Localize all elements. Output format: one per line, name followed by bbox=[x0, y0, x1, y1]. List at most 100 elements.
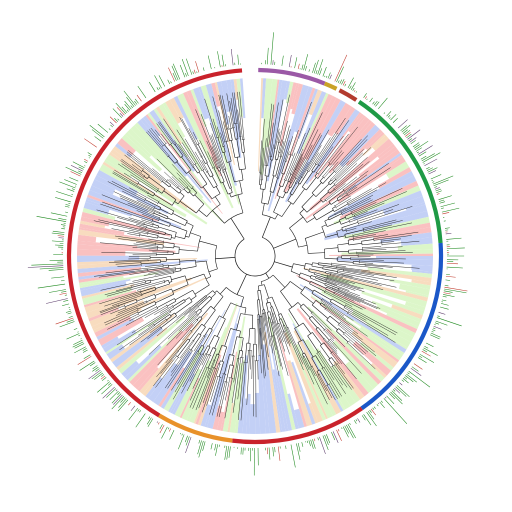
tree-internal-branch bbox=[305, 286, 314, 292]
tree-node-arc bbox=[337, 269, 339, 274]
outer-bar bbox=[324, 434, 329, 445]
tree-leaf-branch bbox=[270, 336, 280, 377]
outer-bar bbox=[46, 298, 68, 304]
tree-internal-branch bbox=[218, 361, 224, 377]
tree-leaf-branch bbox=[325, 280, 356, 291]
tree-leaf-branch bbox=[181, 142, 196, 164]
outer-bar bbox=[434, 186, 438, 188]
tree-node-arc bbox=[229, 354, 235, 356]
tree-node-arc bbox=[341, 227, 344, 232]
tree-leaf-branch bbox=[126, 153, 163, 183]
outer-bar bbox=[68, 202, 71, 204]
outer-bar bbox=[228, 446, 231, 458]
tree-leaf-branch bbox=[104, 308, 138, 324]
outer-bar bbox=[37, 283, 66, 289]
clade-band bbox=[204, 299, 243, 428]
tree-node-arc bbox=[201, 353, 205, 356]
tree-node-arc bbox=[152, 222, 154, 226]
outer-bar bbox=[137, 409, 140, 412]
tree-leaf-branch bbox=[294, 153, 303, 170]
tree-internal-branch bbox=[299, 208, 305, 214]
tree-internal-branch bbox=[231, 140, 236, 158]
outer-bar bbox=[159, 424, 165, 434]
tree-node-arc bbox=[165, 318, 168, 322]
tree-internal-branch bbox=[219, 360, 221, 365]
tree-leaf-branch bbox=[130, 281, 146, 286]
outer-bar bbox=[169, 429, 175, 440]
tree-node-arc bbox=[195, 318, 199, 322]
clade-band bbox=[360, 269, 432, 283]
tree-internal-branch bbox=[141, 262, 161, 265]
outer-bar bbox=[288, 55, 292, 68]
tree-leaf-branch bbox=[289, 130, 299, 155]
clade-band bbox=[305, 149, 401, 220]
tree-internal-branch bbox=[172, 299, 185, 307]
outer-bar bbox=[71, 188, 75, 190]
tree-leaf-branch bbox=[352, 222, 412, 236]
tree-internal-branch bbox=[162, 181, 170, 188]
outer-bar bbox=[270, 32, 274, 65]
tree-node-arc bbox=[140, 293, 143, 297]
tree-node-arc bbox=[230, 302, 247, 309]
outer-bar bbox=[102, 386, 115, 399]
outer-bar bbox=[334, 54, 348, 82]
tree-node-arc bbox=[220, 181, 225, 184]
clade-band bbox=[233, 78, 239, 100]
clade-band bbox=[359, 326, 404, 358]
tree-internal-branch bbox=[143, 224, 158, 229]
clade-band bbox=[140, 117, 212, 203]
tree-internal-branch bbox=[141, 289, 157, 295]
tree-internal-branch bbox=[212, 210, 225, 224]
tree-node-arc bbox=[289, 227, 299, 248]
clade-band bbox=[93, 308, 142, 333]
tree-node-arc bbox=[185, 186, 189, 189]
tree-internal-branch bbox=[213, 167, 222, 184]
tree-internal-branch bbox=[287, 194, 292, 201]
outer-bar bbox=[418, 355, 423, 359]
tree-internal-branch bbox=[348, 239, 354, 241]
tree-leaf-branch bbox=[260, 328, 265, 379]
outer-bar bbox=[352, 87, 355, 91]
tree-internal-branch bbox=[274, 142, 279, 160]
outer-bar bbox=[397, 119, 408, 129]
tree-node-arc bbox=[189, 329, 193, 333]
clade-band bbox=[193, 87, 209, 120]
outer-bar bbox=[146, 417, 152, 425]
tree-leaf-branch bbox=[291, 149, 304, 175]
tree-internal-branch bbox=[348, 243, 362, 246]
outer-bar bbox=[64, 205, 70, 208]
clade-band bbox=[239, 78, 246, 119]
tree-leaf-branch bbox=[155, 357, 179, 388]
outer-bar bbox=[109, 121, 115, 126]
tree-leaf-branch bbox=[283, 325, 291, 344]
tree-leaf-branch bbox=[210, 122, 226, 170]
tree-internal-branch bbox=[185, 235, 189, 238]
outer-bar bbox=[134, 100, 138, 105]
tree-internal-branch bbox=[124, 301, 138, 308]
tree-internal-branch bbox=[237, 194, 244, 213]
tree-leaf-branch bbox=[323, 339, 357, 380]
tree-internal-branch bbox=[325, 233, 338, 238]
tree-node-arc bbox=[136, 181, 140, 186]
outer-bar bbox=[52, 230, 65, 233]
tree-leaf-branch bbox=[131, 164, 142, 172]
outer-bar bbox=[198, 440, 204, 458]
tree-internal-branch bbox=[152, 223, 159, 227]
tree-internal-branch bbox=[282, 180, 286, 187]
outer-bar bbox=[101, 377, 107, 381]
outer-bar bbox=[198, 439, 201, 444]
clade-band bbox=[274, 87, 316, 200]
clade-ring-segment bbox=[258, 67, 326, 86]
tree-node-arc bbox=[153, 323, 156, 327]
clade-band bbox=[296, 91, 327, 155]
clade-band bbox=[124, 131, 152, 158]
outer-bar bbox=[329, 74, 332, 80]
tree-leaf-branch bbox=[350, 257, 406, 260]
tree-internal-branch bbox=[190, 295, 197, 301]
outer-bar bbox=[124, 104, 131, 111]
tree-leaf-branch bbox=[276, 129, 291, 178]
tree-internal-branch bbox=[292, 183, 300, 196]
tree-node-arc bbox=[229, 187, 232, 189]
outer-bar bbox=[317, 437, 319, 441]
tree-internal-branch bbox=[267, 312, 269, 319]
